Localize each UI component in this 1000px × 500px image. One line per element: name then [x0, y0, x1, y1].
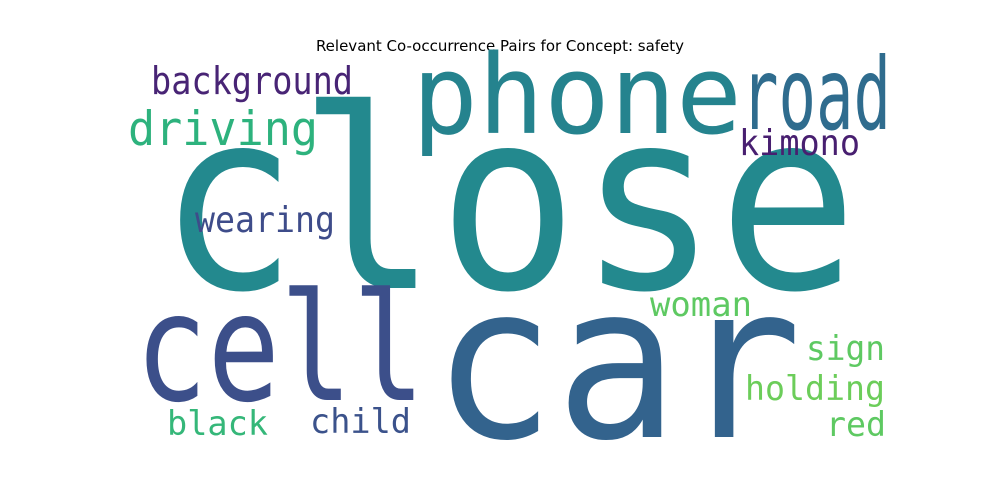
- chart-title: Relevant Co-occurrence Pairs for Concept…: [315, 37, 685, 55]
- word-road: road: [741, 36, 891, 153]
- word-car: car: [432, 239, 802, 488]
- word-driving: driving: [128, 102, 318, 157]
- word-child: child: [310, 402, 411, 442]
- word-close: close: [158, 56, 858, 347]
- word-kimono: kimono: [739, 123, 860, 164]
- word-background: background: [151, 59, 353, 103]
- word-holding: holding: [745, 369, 885, 409]
- word-sign: sign: [806, 329, 885, 369]
- word-red: red: [826, 405, 886, 445]
- word-woman: woman: [650, 285, 752, 325]
- word-black: black: [167, 404, 268, 444]
- word-wearing: wearing: [195, 200, 335, 241]
- word-phone: phone: [412, 31, 742, 159]
- word-cell: cell: [135, 262, 425, 436]
